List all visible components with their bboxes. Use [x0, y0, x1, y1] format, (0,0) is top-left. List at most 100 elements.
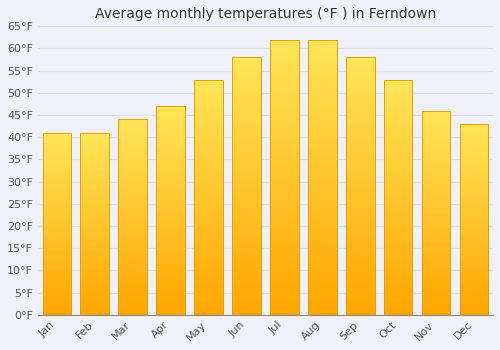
Bar — [118, 203, 147, 205]
Bar — [42, 311, 71, 313]
Bar — [460, 189, 488, 191]
Bar — [308, 128, 336, 131]
Bar — [232, 194, 260, 196]
Bar — [460, 217, 488, 219]
Bar — [460, 196, 488, 198]
Bar — [194, 148, 223, 150]
Bar — [80, 182, 109, 184]
Bar — [194, 181, 223, 183]
Bar — [384, 246, 412, 249]
Bar — [80, 302, 109, 304]
Bar — [232, 240, 260, 243]
Bar — [384, 237, 412, 239]
Bar — [232, 289, 260, 292]
Bar — [118, 143, 147, 145]
Bar — [42, 240, 71, 242]
Bar — [308, 199, 336, 202]
Bar — [194, 294, 223, 296]
Bar — [42, 133, 71, 135]
Bar — [156, 254, 185, 256]
Bar — [232, 124, 260, 127]
Bar — [118, 309, 147, 311]
Bar — [460, 179, 488, 181]
Bar — [270, 230, 298, 232]
Bar — [308, 139, 336, 141]
Bar — [232, 137, 260, 140]
Bar — [232, 83, 260, 86]
Bar — [308, 298, 336, 301]
Bar — [194, 225, 223, 228]
Bar — [156, 246, 185, 248]
Bar — [42, 249, 71, 251]
Bar — [80, 184, 109, 186]
Bar — [384, 143, 412, 145]
Bar — [460, 145, 488, 147]
Bar — [42, 164, 71, 166]
Bar — [156, 119, 185, 121]
Bar — [460, 254, 488, 256]
Bar — [384, 186, 412, 188]
Bar — [384, 214, 412, 216]
Bar — [118, 156, 147, 159]
Bar — [460, 210, 488, 212]
Bar — [118, 227, 147, 229]
Bar — [346, 142, 374, 145]
Bar — [42, 189, 71, 191]
Bar — [156, 160, 185, 162]
Bar — [118, 254, 147, 256]
Bar — [308, 72, 336, 75]
Bar — [460, 307, 488, 309]
Bar — [80, 151, 109, 153]
Bar — [118, 305, 147, 307]
Bar — [422, 188, 450, 190]
Bar — [156, 223, 185, 225]
Bar — [308, 208, 336, 210]
Bar — [42, 205, 71, 208]
Bar — [42, 180, 71, 182]
Bar — [346, 78, 374, 80]
Bar — [346, 86, 374, 88]
Bar — [422, 155, 450, 158]
Bar — [346, 294, 374, 297]
Bar — [346, 297, 374, 299]
Bar — [80, 193, 109, 195]
Bar — [118, 307, 147, 309]
Bar — [460, 158, 488, 160]
Bar — [42, 156, 71, 158]
Bar — [422, 147, 450, 149]
Bar — [346, 101, 374, 104]
Bar — [232, 284, 260, 286]
Bar — [270, 144, 298, 147]
Bar — [460, 126, 488, 128]
Bar — [346, 155, 374, 158]
Bar — [308, 147, 336, 150]
Bar — [270, 125, 298, 128]
Bar — [156, 169, 185, 171]
Bar — [460, 193, 488, 195]
Bar — [42, 175, 71, 176]
Bar — [118, 149, 147, 151]
Bar — [42, 242, 71, 244]
Bar — [194, 122, 223, 124]
Bar — [422, 149, 450, 152]
Bar — [270, 155, 298, 158]
Bar — [232, 248, 260, 250]
Bar — [422, 141, 450, 143]
Bar — [308, 213, 336, 216]
Bar — [232, 160, 260, 163]
Bar — [156, 279, 185, 281]
Bar — [42, 306, 71, 308]
Bar — [118, 313, 147, 315]
Bar — [308, 301, 336, 304]
Bar — [232, 219, 260, 222]
Bar — [194, 235, 223, 237]
Bar — [156, 144, 185, 146]
Bar — [384, 131, 412, 134]
Bar — [308, 224, 336, 227]
Bar — [194, 157, 223, 160]
Bar — [194, 79, 223, 82]
Bar — [80, 304, 109, 306]
Bar — [42, 166, 71, 167]
Bar — [118, 121, 147, 124]
Bar — [270, 273, 298, 276]
